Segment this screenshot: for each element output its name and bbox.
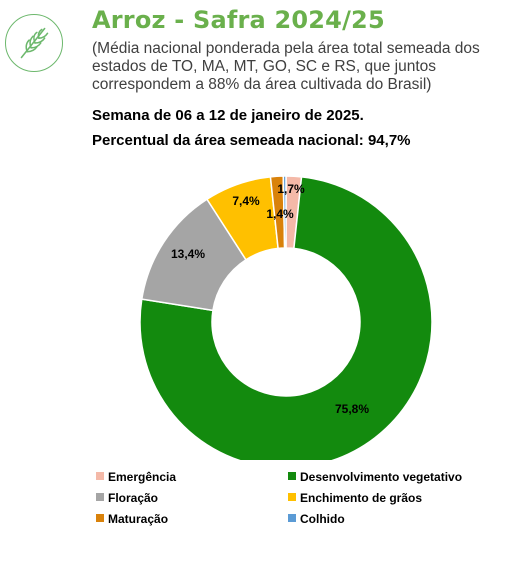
data-label-3: 7,4%	[232, 194, 260, 208]
legend-label: Enchimento de grãos	[300, 491, 423, 505]
slice-5	[282, 175, 287, 249]
legend-item-5: Colhido	[288, 512, 345, 526]
data-label-2: 13,4%	[171, 247, 205, 261]
legend-item-2: Floração	[96, 491, 158, 505]
legend-swatch	[96, 514, 104, 522]
data-label-4: 1,4%	[266, 207, 294, 221]
legend-label: Floração	[108, 491, 159, 505]
slice-1	[139, 176, 433, 460]
legend-label: Colhido	[300, 512, 345, 526]
legend-swatch	[288, 514, 296, 522]
page-title: Arroz - Safra 2024/25	[92, 6, 385, 34]
legend-swatch	[288, 493, 296, 501]
legend-swatch	[288, 472, 296, 480]
week-range: Semana de 06 a 12 de janeiro de 2025.	[92, 107, 364, 124]
data-label-0: 1,7%	[277, 182, 305, 196]
legend-item-3: Enchimento de grãos	[288, 491, 422, 505]
data-label-1: 75,8%	[335, 402, 369, 416]
legend-label: Maturação	[108, 512, 169, 526]
rice-plant-icon	[5, 14, 63, 72]
legend-swatch	[96, 493, 104, 501]
legend-label: Emergência	[108, 470, 177, 484]
legend-label: Desenvolvimento vegetativo	[300, 470, 463, 484]
page-subtitle: (Média nacional ponderada pela área tota…	[92, 40, 480, 93]
legend-item-1: Desenvolvimento vegetativo	[288, 470, 462, 484]
legend-swatch	[96, 472, 104, 480]
legend-item-4: Maturação	[96, 512, 168, 526]
donut-chart: 1,7% 75,8% 13,4% 7,4% 1,4%	[139, 175, 433, 460]
legend-item-0: Emergência	[96, 470, 176, 484]
national-area-percent: Percentual da área semeada nacional: 94,…	[92, 132, 411, 149]
